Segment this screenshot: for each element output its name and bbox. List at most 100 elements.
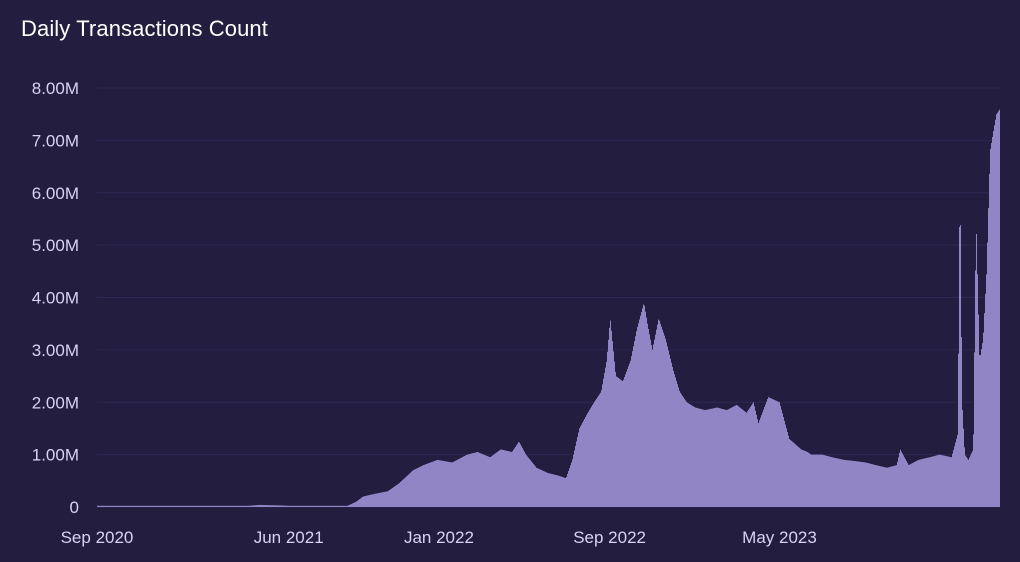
bar: [979, 354, 980, 507]
bar: [428, 463, 429, 507]
bar: [186, 505, 187, 507]
x-tick-label: May 2023: [742, 528, 817, 547]
bar: [193, 505, 194, 507]
bar: [669, 354, 670, 507]
bar: [614, 361, 615, 507]
bar: [139, 505, 140, 507]
bar: [230, 505, 231, 507]
bar: [785, 424, 786, 507]
bar: [419, 467, 420, 507]
bar: [149, 505, 150, 507]
bar: [314, 505, 315, 507]
bar: [417, 468, 418, 507]
bar: [895, 465, 896, 507]
bar: [914, 462, 915, 507]
bar: [481, 453, 482, 507]
bar: [394, 486, 395, 507]
bar: [276, 505, 277, 507]
bar: [697, 408, 698, 507]
bar: [551, 473, 552, 507]
bar: [367, 495, 368, 507]
bar: [742, 409, 743, 507]
bar: [424, 464, 425, 507]
bar: [793, 442, 794, 507]
bar: [887, 467, 888, 507]
bar: [334, 505, 335, 507]
bar: [271, 505, 272, 507]
bar: [615, 371, 616, 507]
bar: [223, 505, 224, 507]
bar: [937, 455, 938, 507]
bar: [555, 474, 556, 507]
bar: [748, 409, 749, 507]
bar: [216, 505, 217, 507]
bar: [196, 505, 197, 507]
bar: [769, 397, 770, 507]
bar: [989, 173, 990, 508]
bar: [464, 455, 465, 507]
bar: [120, 505, 121, 507]
bar: [828, 456, 829, 507]
bar: [183, 505, 184, 507]
bar: [847, 460, 848, 507]
bar: [941, 455, 942, 507]
bar: [226, 505, 227, 507]
bar: [350, 504, 351, 507]
bar: [833, 457, 834, 507]
bar: [414, 469, 415, 507]
bar: [207, 505, 208, 507]
bar: [454, 461, 455, 507]
bar: [643, 304, 644, 507]
bar: [121, 505, 122, 507]
bar: [713, 408, 714, 507]
bar: [575, 445, 576, 507]
bar: [100, 505, 101, 507]
bar: [622, 380, 623, 507]
bar: [961, 337, 962, 507]
bar: [905, 459, 906, 507]
bar: [181, 505, 182, 507]
bar: [416, 468, 417, 507]
bar: [138, 505, 139, 507]
bar: [567, 474, 568, 507]
bar: [128, 505, 129, 507]
bar: [272, 505, 273, 507]
bar: [462, 457, 463, 507]
bar: [542, 470, 543, 507]
bar: [343, 505, 344, 507]
bar: [709, 409, 710, 507]
bar: [135, 505, 136, 507]
bar: [968, 459, 969, 507]
bar: [655, 334, 656, 507]
bar: [674, 374, 675, 507]
bar: [239, 505, 240, 507]
bar: [476, 452, 477, 507]
bar: [508, 451, 509, 507]
bar: [152, 505, 153, 507]
bar: [117, 505, 118, 507]
bar: [947, 456, 948, 507]
x-tick-label: Jan 2022: [404, 528, 474, 547]
bar: [235, 505, 236, 507]
bar: [644, 305, 645, 507]
bar: [505, 450, 506, 507]
bar: [898, 457, 899, 507]
bar: [818, 454, 819, 507]
bar: [859, 461, 860, 507]
bar: [591, 406, 592, 507]
bar: [126, 505, 127, 507]
bar: [140, 505, 141, 507]
bar: [222, 505, 223, 507]
bar: [288, 505, 289, 507]
bar: [822, 454, 823, 507]
bar: [451, 462, 452, 507]
bar: [677, 384, 678, 507]
bar: [736, 404, 737, 507]
bar: [710, 408, 711, 507]
bar: [372, 494, 373, 507]
bar: [549, 473, 550, 507]
bar: [694, 407, 695, 507]
bar: [564, 477, 565, 507]
bar: [430, 462, 431, 507]
x-axis: Sep 2020 Jun 2021 Jan 2022 Sep 2022 May 2023: [61, 528, 817, 547]
